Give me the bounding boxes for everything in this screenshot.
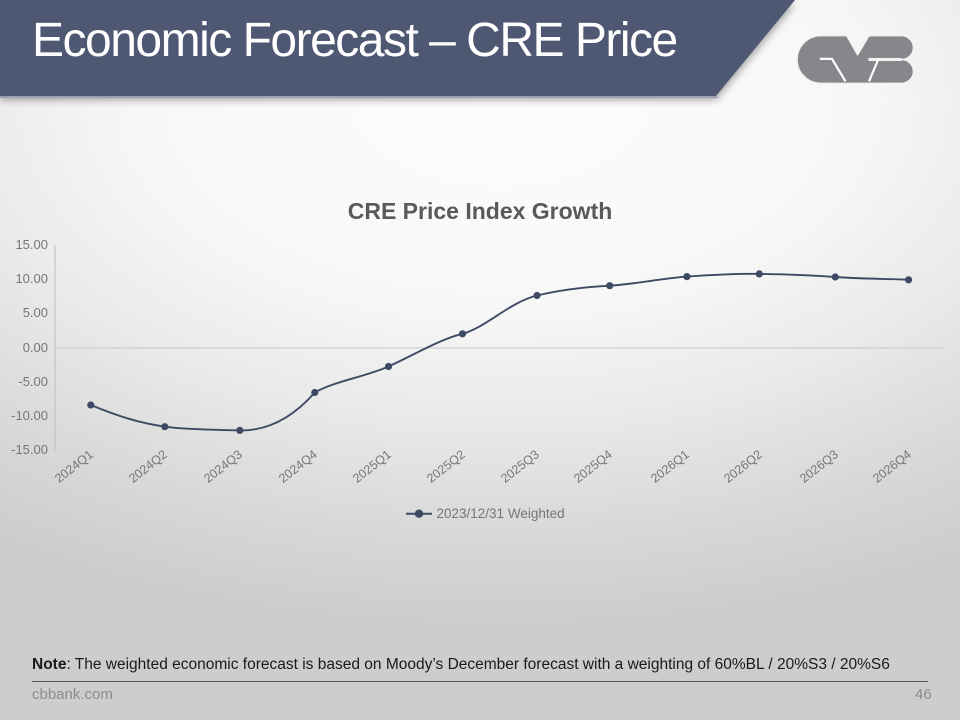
svg-text:2025Q4: 2025Q4 [571, 447, 615, 485]
svg-text:15.00: 15.00 [15, 237, 48, 252]
svg-text:2026Q3: 2026Q3 [797, 447, 841, 485]
svg-text:2023/12/31 Weighted: 2023/12/31 Weighted [437, 506, 565, 521]
svg-text:2025Q1: 2025Q1 [350, 447, 394, 485]
svg-text:2026Q2: 2026Q2 [721, 447, 765, 485]
svg-text:0.00: 0.00 [23, 340, 48, 355]
svg-text:2026Q4: 2026Q4 [870, 447, 914, 485]
svg-text:2025Q3: 2025Q3 [498, 447, 542, 485]
svg-text:-15.00: -15.00 [11, 442, 48, 457]
svg-text:2024Q2: 2024Q2 [126, 447, 170, 485]
svg-text:2026Q1: 2026Q1 [648, 447, 692, 485]
svg-text:-10.00: -10.00 [11, 408, 48, 423]
svg-text:10.00: 10.00 [15, 271, 48, 286]
svg-text:-5.00: -5.00 [18, 374, 48, 389]
svg-text:2024Q4: 2024Q4 [276, 447, 320, 485]
svg-text:2024Q1: 2024Q1 [52, 447, 96, 485]
svg-text:2025Q2: 2025Q2 [424, 447, 468, 485]
svg-text:2024Q3: 2024Q3 [201, 447, 245, 485]
svg-text:5.00: 5.00 [23, 305, 48, 320]
